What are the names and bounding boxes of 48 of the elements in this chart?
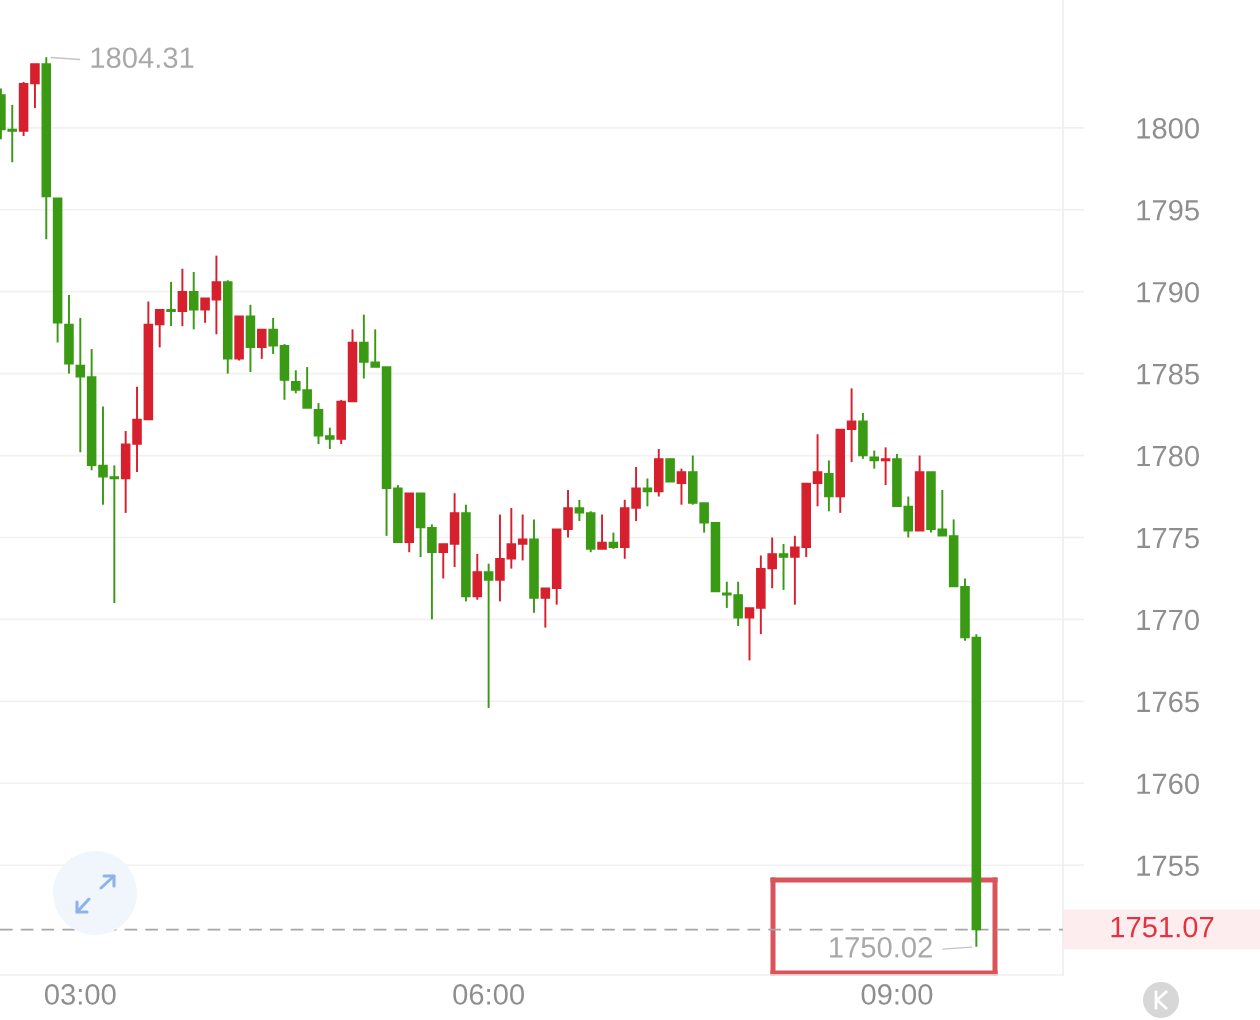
- candlestick: [676, 467, 687, 506]
- candlestick: [846, 387, 857, 464]
- candlestick: [438, 543, 449, 580]
- ref-line-label: 1751.07: [1111, 916, 1214, 938]
- x-tick-label: 06:00: [453, 984, 524, 1005]
- y-tick-label: 1770: [1137, 609, 1199, 631]
- y-tick-label: 1780: [1137, 445, 1199, 467]
- y-tick-label: 1765: [1137, 691, 1199, 713]
- candlestick: [824, 459, 834, 513]
- candlestick: [75, 316, 86, 454]
- candlestick: [109, 464, 120, 604]
- y-tick-label: 1800: [1137, 118, 1199, 139]
- candlestick: [665, 457, 675, 483]
- y-tick-label: 1760: [1137, 773, 1199, 795]
- candlestick: [30, 62, 40, 110]
- candlestick: [188, 271, 199, 331]
- candlestick: [506, 507, 517, 570]
- candlestick: [778, 543, 789, 591]
- candlestick: [495, 513, 505, 603]
- candlestick: [325, 426, 335, 450]
- candlestick: [98, 405, 108, 506]
- candlestick: [812, 433, 823, 508]
- y-tick-label: 1790: [1137, 281, 1199, 303]
- candlestick: [154, 308, 165, 349]
- candlestick: [268, 316, 278, 355]
- candlestick: [597, 513, 607, 550]
- candlestick: [744, 606, 755, 662]
- x-tick-label: 09:00: [861, 984, 933, 1005]
- x-tick-label: 03:00: [44, 984, 116, 1005]
- candlestick: [166, 280, 176, 328]
- y-tick-label: 1755: [1137, 855, 1199, 877]
- candlestick: [211, 254, 222, 336]
- candlestick: [200, 297, 210, 324]
- y-tick-label: 1785: [1137, 363, 1199, 385]
- y-tick-label: 1795: [1137, 199, 1199, 221]
- candlestick: [869, 449, 880, 470]
- candlestick: [540, 587, 551, 629]
- candlestick: [483, 562, 494, 709]
- y-tick-label: 1775: [1137, 527, 1199, 549]
- candlestick: [177, 267, 188, 328]
- annotation: 1750.02: [830, 937, 932, 958]
- candlestick: [937, 488, 948, 537]
- candlestick: [880, 446, 891, 487]
- candlestick: [517, 513, 528, 562]
- annotation: 1804.31: [91, 47, 194, 69]
- candlestick: [574, 498, 585, 523]
- candlestick: [256, 328, 267, 360]
- candlestick: [563, 488, 573, 539]
